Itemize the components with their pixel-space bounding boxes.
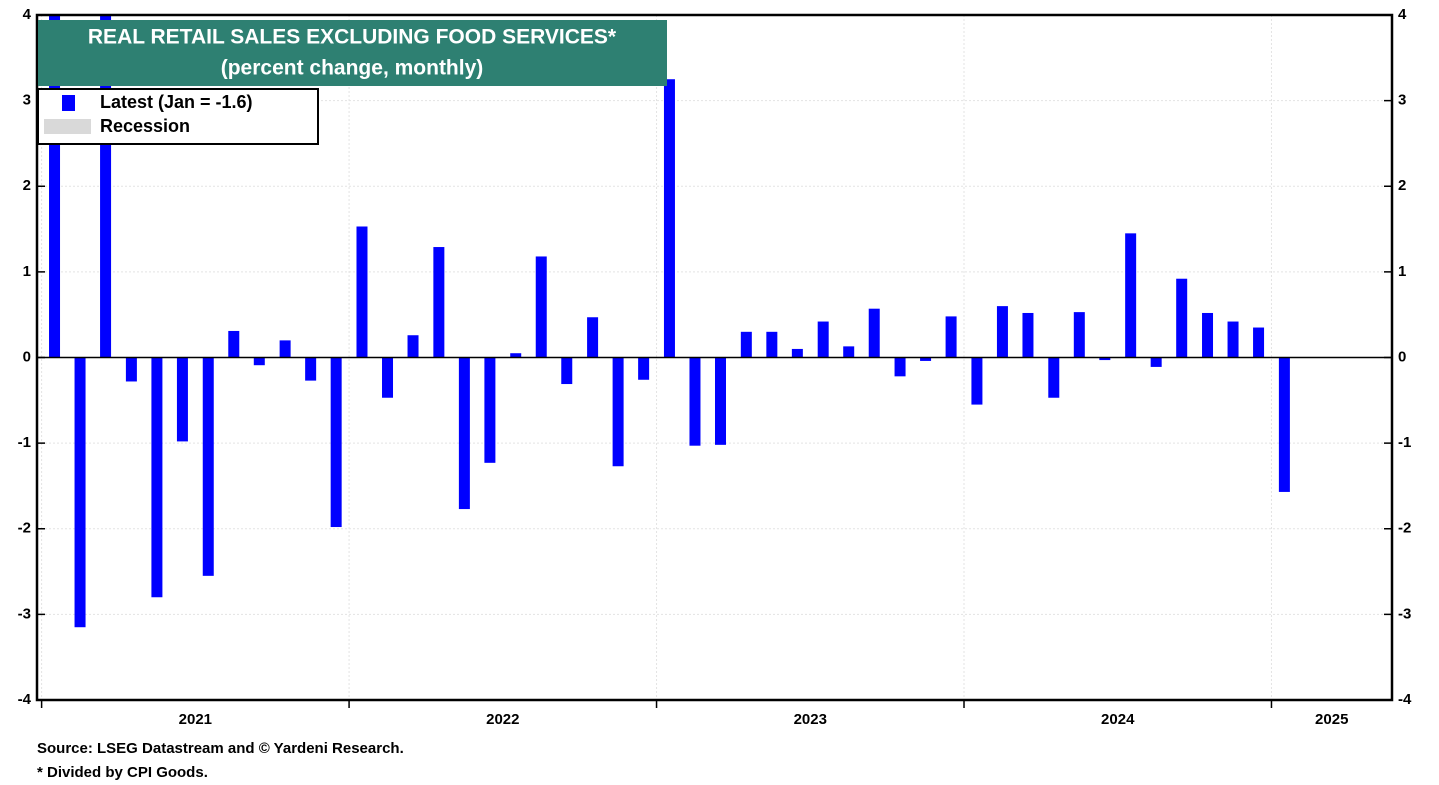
y-tick-label: 1 — [23, 263, 31, 280]
x-tick-label: 2025 — [1315, 711, 1348, 728]
bar — [458, 357, 470, 510]
bar — [279, 340, 291, 358]
axes: -4 -4 -3 -3 -2 -2 -1 -1 0 0 1 1 2 2 3 3 4 4 2021 2022 2023 20… — [18, 6, 1412, 728]
bar — [176, 357, 188, 442]
source-note: Source: LSEG Datastream and © Yardeni Re… — [37, 740, 404, 757]
footnote: * Divided by CPI Goods. — [37, 764, 208, 781]
y-tick-label: -4 — [18, 691, 32, 708]
plot-frame — [35, 13, 1394, 702]
bar — [356, 226, 368, 358]
bar — [433, 247, 445, 358]
chart-title: REAL RETAIL SALES EXCLUDING FOOD SERVICE… — [88, 26, 617, 49]
bar — [484, 357, 496, 463]
bar — [868, 308, 880, 358]
bar — [100, 15, 112, 358]
legend-box — [37, 88, 319, 145]
bar — [49, 15, 61, 358]
bar — [817, 321, 829, 358]
x-tick-label: 2021 — [179, 711, 212, 728]
legend-swatch — [62, 95, 75, 111]
bar — [971, 357, 983, 405]
y2-tick-label: 2 — [1398, 177, 1406, 194]
bar — [587, 317, 599, 358]
y2-tick-label: -3 — [1398, 605, 1411, 622]
bar — [920, 357, 932, 361]
bar — [714, 357, 726, 445]
bar — [125, 357, 137, 382]
legend-label: Latest (Jan = -1.6) — [100, 92, 253, 112]
y2-tick-label: -1 — [1398, 434, 1411, 451]
bar — [382, 357, 394, 398]
bar — [151, 357, 163, 598]
bar — [843, 346, 855, 358]
bar — [1176, 278, 1188, 358]
bar — [1073, 312, 1085, 358]
y-tick-label: 2 — [23, 177, 31, 194]
bar — [510, 353, 522, 358]
bar — [407, 335, 419, 358]
bar — [253, 357, 265, 366]
bar — [1022, 312, 1034, 358]
y-tick-label: 4 — [23, 6, 32, 23]
bar — [663, 79, 675, 358]
title-box — [38, 20, 667, 86]
y-tick-label: -3 — [18, 605, 31, 622]
y2-tick-label: 1 — [1398, 263, 1406, 280]
bar — [1202, 312, 1214, 358]
bar — [996, 306, 1008, 358]
bar — [1048, 357, 1060, 398]
bar — [330, 357, 342, 528]
y2-tick-label: 4 — [1398, 6, 1407, 23]
x-tick-label: 2024 — [1101, 711, 1135, 728]
x-tick-label: 2022 — [486, 711, 519, 728]
y2-tick-label: 0 — [1398, 348, 1406, 365]
bar — [740, 331, 752, 358]
bar — [1227, 321, 1239, 358]
y-tick-label: -2 — [18, 520, 31, 537]
bar — [612, 357, 624, 467]
bar — [1278, 357, 1290, 492]
bar — [945, 316, 957, 358]
legend-label: Recession — [100, 116, 190, 136]
bar — [638, 357, 650, 380]
bar — [1253, 327, 1265, 358]
y2-tick-label: -4 — [1398, 691, 1412, 708]
bar — [791, 348, 803, 358]
bar — [1099, 357, 1111, 361]
y2-tick-label: 3 — [1398, 92, 1406, 109]
bar — [766, 331, 778, 358]
y-tick-label: 0 — [23, 348, 31, 365]
legend-swatch — [44, 119, 91, 134]
bars — [49, 15, 1290, 628]
y-tick-label: -1 — [18, 434, 31, 451]
bar — [561, 357, 573, 385]
bar — [202, 357, 214, 576]
bar — [535, 256, 547, 358]
bar — [689, 357, 701, 446]
bar — [1125, 233, 1137, 358]
bar — [1150, 357, 1162, 367]
bar — [74, 357, 86, 628]
bar — [305, 357, 317, 381]
y2-tick-label: -2 — [1398, 520, 1411, 537]
bar — [894, 357, 906, 377]
y-tick-label: 3 — [23, 92, 31, 109]
bar — [228, 330, 240, 358]
chart-subtitle: (percent change, monthly) — [221, 57, 484, 80]
x-tick-label: 2023 — [794, 711, 827, 728]
